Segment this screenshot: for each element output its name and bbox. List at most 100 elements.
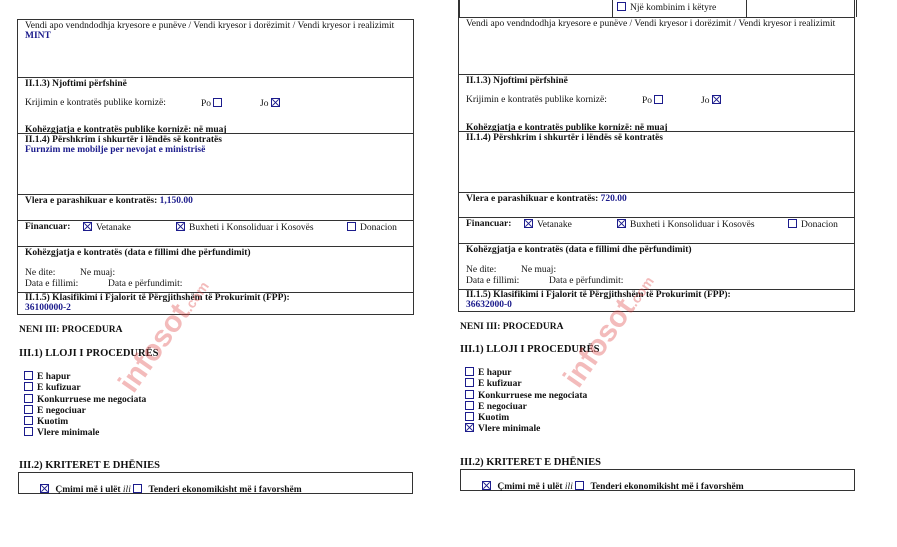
procedure-option[interactable]: E kufizuar bbox=[24, 382, 146, 393]
financing-checkbox[interactable] bbox=[617, 219, 626, 228]
procedure-option[interactable]: Kuotim bbox=[465, 412, 587, 423]
procedure-option[interactable]: Konkurruese me negociata bbox=[24, 393, 147, 405]
procedure-type-heading: III.1) LLOJI I PROCEDURËS bbox=[19, 348, 159, 359]
procedure-checkbox[interactable] bbox=[465, 389, 474, 399]
economic-tender-checkbox[interactable] bbox=[575, 481, 585, 490]
estimated-value: Vlera e parashikuar e kontratës: 1,150.0… bbox=[25, 196, 406, 206]
combination-checkbox[interactable] bbox=[617, 2, 626, 11]
financing-row: Financuar: Vetanake Buxheti i Konsoliduar … bbox=[466, 219, 847, 231]
po-label: Po bbox=[201, 99, 212, 109]
procedure-option[interactable]: E negociuar bbox=[465, 400, 587, 412]
po-checkbox[interactable] bbox=[654, 95, 664, 104]
procedure-checkbox[interactable] bbox=[24, 404, 33, 414]
table-row: Financuar: Vetanake Buxheti i Konsoliduar … bbox=[18, 220, 413, 246]
economic-tender-option[interactable]: Tenderi ekonomikisht më i favorshëm bbox=[575, 481, 744, 492]
framework-duration: Kohëzgjatja e kontratës publike kornizë:… bbox=[25, 125, 227, 135]
financing-checkbox[interactable] bbox=[83, 222, 92, 231]
contract-table: Vendi apo vendndodhja kryesore e punëve … bbox=[17, 19, 414, 315]
procedure-label: Konkurruese me negociata bbox=[37, 394, 147, 405]
lowest-price-option[interactable]: Çmimi më i ulët bbox=[482, 481, 563, 492]
description-heading: II.1.4) Përshkrim i shkurtër i lëndës së… bbox=[466, 133, 663, 143]
duration-line-2: Data e fillimi: Data e përfundimit: bbox=[25, 279, 406, 290]
economic-tender-checkbox[interactable] bbox=[133, 484, 143, 493]
description-value: Furnzim me mobilje per nevojat e ministr… bbox=[25, 145, 206, 155]
cpv-value: 36632000-0 bbox=[466, 300, 512, 310]
financing-checkbox[interactable] bbox=[176, 222, 185, 231]
procedure-label: E negociuar bbox=[37, 405, 86, 416]
procedure-checkbox[interactable] bbox=[24, 382, 33, 392]
procedure-option[interactable]: Konkurruese me negociata bbox=[465, 389, 587, 401]
procedure-checkbox[interactable] bbox=[465, 378, 474, 388]
location-label: Vendi apo vendndodhja kryesore e punëve … bbox=[466, 19, 836, 29]
procedure-option[interactable]: E kufizuar bbox=[465, 378, 587, 389]
financing-option-1[interactable]: Buxheti i Konsoliduar i Kosovës bbox=[176, 222, 314, 233]
lowest-price-checkbox[interactable] bbox=[482, 481, 491, 490]
jo-checkbox[interactable] bbox=[711, 95, 721, 104]
procedure-checkbox[interactable] bbox=[24, 427, 33, 437]
procedure-checkbox[interactable] bbox=[465, 367, 474, 376]
framework-row: Krijimin e kontratës publike kornizë: Po … bbox=[25, 98, 406, 110]
procedure-option[interactable]: Kuotim bbox=[24, 416, 146, 427]
location-value: MINT bbox=[25, 31, 51, 41]
table-row: II.1.4) Përshkrim i shkurtër i lëndës së… bbox=[18, 133, 413, 194]
table-row: Vendi apo vendndodhja kryesore e punëve … bbox=[18, 19, 413, 77]
financing-option-label: Buxheti i Konsoliduar i Kosovës bbox=[630, 220, 755, 230]
financing-option-label: Vetanake bbox=[96, 223, 131, 233]
ne-dite-label: Ne dite: bbox=[466, 265, 497, 275]
financing-row: Financuar: Vetanake Buxheti i Konsoliduar … bbox=[25, 222, 406, 234]
procedure-checkbox[interactable] bbox=[24, 393, 33, 403]
table-row: II.1.3) Njoftimi përfshinë Krijimin e kon… bbox=[459, 74, 854, 133]
procedure-type-heading: III.1) LLOJI I PROCEDURËS bbox=[460, 344, 600, 355]
procedure-option[interactable]: E negociuar bbox=[24, 404, 146, 416]
financing-option-1[interactable]: Buxheti i Konsoliduar i Kosovës bbox=[617, 219, 755, 230]
financing-checkbox[interactable] bbox=[524, 219, 533, 228]
financing-option-label: Vetanake bbox=[537, 220, 572, 230]
description-heading: II.1.4) Përshkrim i shkurtër i lëndës së… bbox=[25, 135, 222, 145]
table-row: Financuar: Vetanake Buxheti i Konsoliduar … bbox=[459, 217, 854, 243]
economic-tender-option[interactable]: Tenderi ekonomikisht më i favorshëm bbox=[133, 484, 302, 495]
financing-checkbox[interactable] bbox=[788, 219, 797, 228]
form-panel: Vendi apo vendndodhja kryesore e punëve … bbox=[17, 19, 414, 315]
jo-checkbox[interactable] bbox=[270, 98, 280, 107]
financing-option-label: Donacion bbox=[360, 223, 397, 233]
financing-option-2[interactable]: Donacion bbox=[347, 222, 397, 233]
lowest-price-checkbox[interactable] bbox=[40, 484, 49, 493]
jo-option: Jo bbox=[701, 95, 725, 106]
neni-heading: NENI III: PROCEDURA bbox=[460, 322, 564, 332]
procedure-checkbox[interactable] bbox=[465, 400, 474, 410]
data-perfundimit-label: Data e përfundimit: bbox=[108, 279, 183, 289]
financing-label: Financuar: bbox=[466, 219, 512, 229]
procedure-option[interactable]: Vlere minimale bbox=[24, 427, 146, 438]
procedure-checkbox[interactable] bbox=[24, 416, 33, 426]
ili-text: ili bbox=[122, 485, 131, 495]
procedure-option[interactable]: E hapur bbox=[465, 367, 587, 378]
ne-dite-label: Ne dite: bbox=[25, 268, 56, 278]
contract-table: Vendi apo vendndodhja kryesore e punëve … bbox=[458, 17, 855, 312]
combination-option: Një kombinim i këtyre bbox=[617, 2, 716, 13]
table-row: II.1.3) Njoftimi përfshinë Krijimin e kon… bbox=[18, 77, 413, 135]
combination-label: Një kombinim i këtyre bbox=[630, 3, 717, 13]
lowest-price-option[interactable]: Çmimi më i ulët bbox=[40, 484, 121, 495]
ili-text: ili bbox=[564, 482, 573, 492]
po-checkbox[interactable] bbox=[213, 98, 223, 107]
procedure-list: E hapur E kufizuar Konkurruese me negociat… bbox=[465, 367, 587, 435]
financing-checkbox[interactable] bbox=[347, 222, 356, 231]
financing-option-0[interactable]: Vetanake bbox=[524, 219, 572, 230]
financing-option-2[interactable]: Donacion bbox=[788, 219, 838, 230]
table-cell-border bbox=[612, 0, 613, 17]
procedure-option[interactable]: Vlere minimale bbox=[465, 423, 587, 434]
procedure-option[interactable]: E hapur bbox=[24, 371, 146, 382]
procedure-checkbox[interactable] bbox=[465, 423, 474, 433]
procedure-label: Vlere minimale bbox=[37, 428, 100, 439]
neni-heading: NENI III: PROCEDURA bbox=[19, 325, 123, 335]
table-row: Vendi apo vendndodhja kryesore e punëve … bbox=[459, 17, 854, 74]
procedure-checkbox[interactable] bbox=[24, 371, 33, 380]
table-cell-border bbox=[856, 0, 857, 17]
data-perfundimit-label: Data e përfundimit: bbox=[549, 276, 624, 286]
table-row: Vlera e parashikuar e kontratës: 720.00 bbox=[459, 192, 854, 217]
procedure-checkbox[interactable] bbox=[465, 412, 474, 422]
value-amount: 720.00 bbox=[600, 194, 627, 204]
procedure-label: E hapur bbox=[478, 368, 512, 378]
financing-option-0[interactable]: Vetanake bbox=[83, 222, 131, 233]
award-criteria-box: Çmimi më i ulët ili Tenderi ekonomikisht… bbox=[460, 469, 855, 492]
